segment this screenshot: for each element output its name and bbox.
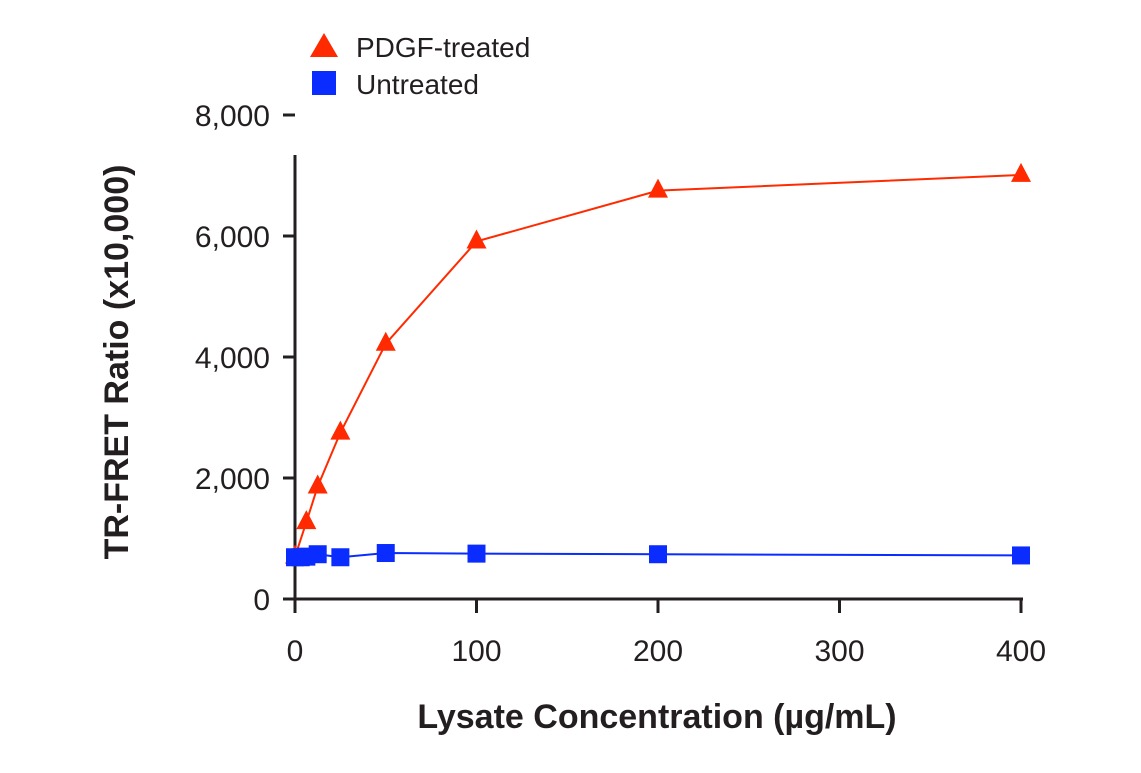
data-point-untreated [467,544,486,563]
x-tick-label: 400 [996,635,1046,668]
y-axis-label: TR-FRET Ratio (x10,000) [98,165,136,560]
data-point-untreated [308,545,327,564]
y-tick-label: 4,000 [195,342,270,375]
data-point-pdgf-treated [1011,162,1031,182]
data-point-untreated [1012,546,1030,565]
x-tick-label: 300 [814,635,864,668]
data-point-untreated [649,545,667,564]
legend-label-pdgf-treated: PDGF-treated [356,32,530,63]
axes: 0 2,000 4,000 6,000 8,000 0 100 200 300 400 [195,100,1046,668]
series-layer [285,162,1031,567]
legend: PDGF-treated Untreated [310,32,530,100]
data-point-pdgf-treated [466,229,487,249]
x-tick-label: 100 [451,635,501,668]
legend-marker-untreated [312,71,336,95]
data-point-pdgf-treated [375,331,396,351]
x-tick-label: 200 [633,635,683,668]
data-point-untreated [376,544,395,563]
legend-marker-pdgf-treated [310,33,338,57]
y-tick-label: 6,000 [195,221,270,254]
data-point-pdgf-treated [648,178,668,198]
x-axis-label: Lysate Concentration (µg/mL) [417,698,896,736]
series-line-pdgf-treated [294,173,1022,557]
y-tick-label: 0 [253,584,270,617]
legend-label-untreated: Untreated [356,69,479,100]
data-point-pdgf-treated [330,420,351,440]
data-point-untreated [331,548,350,567]
y-tick-label: 2,000 [195,463,270,496]
y-tick-label: 8,000 [195,100,270,133]
data-point-pdgf-treated [296,510,317,530]
x-tick-label: 0 [287,635,304,668]
data-point-pdgf-treated [307,474,328,494]
